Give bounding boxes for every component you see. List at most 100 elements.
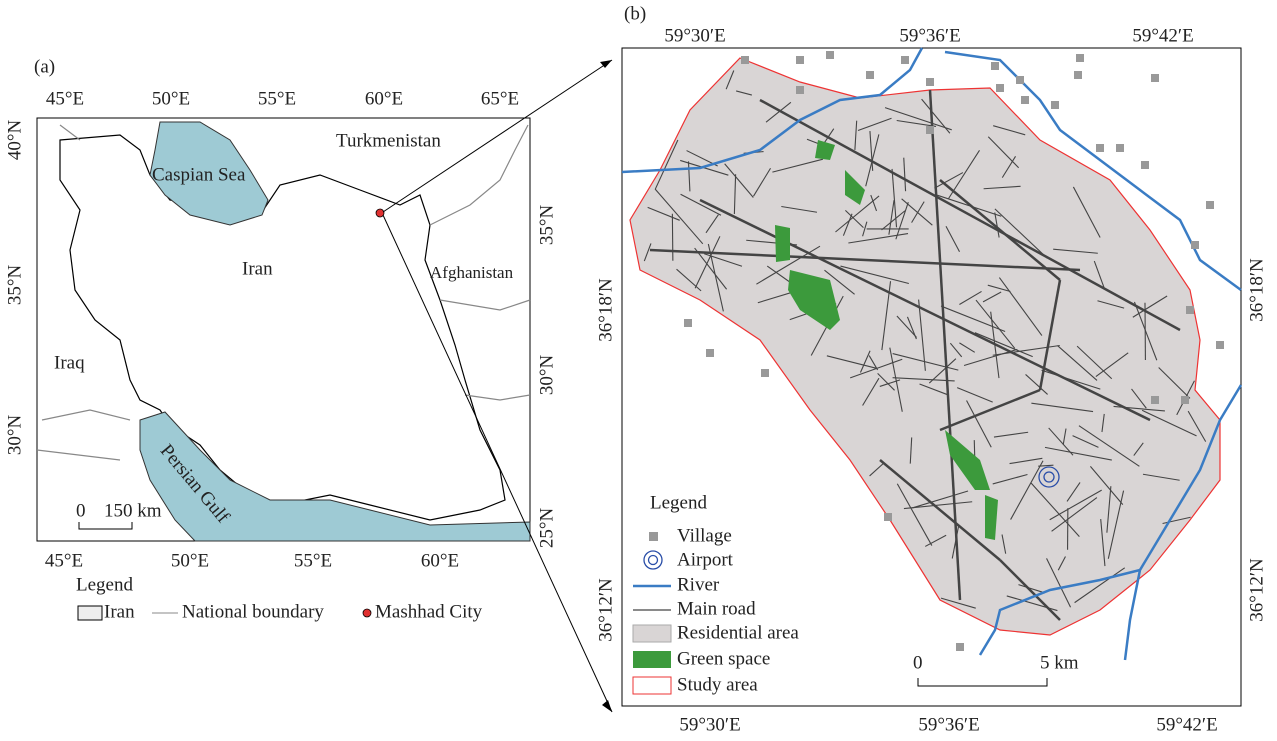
road xyxy=(889,347,903,412)
airport xyxy=(1043,471,1055,483)
road xyxy=(1141,409,1197,437)
road xyxy=(694,247,728,290)
tick-label: 30°N xyxy=(536,355,557,396)
road xyxy=(694,236,721,289)
road xyxy=(987,284,1011,293)
place-label: Iran xyxy=(242,258,273,279)
road xyxy=(870,194,878,212)
tick-label: 60°E xyxy=(365,88,403,109)
road xyxy=(994,212,1000,238)
village xyxy=(1191,241,1199,249)
map-feature xyxy=(945,430,990,490)
road xyxy=(993,431,1029,438)
road xyxy=(891,168,898,228)
map-feature xyxy=(815,140,835,160)
village xyxy=(1186,306,1194,314)
road xyxy=(1031,402,1094,413)
tick-label: 40°N xyxy=(4,120,25,161)
map-feature xyxy=(775,225,790,262)
road xyxy=(909,437,913,464)
road xyxy=(1018,584,1046,594)
legend-title: Legend xyxy=(650,492,707,513)
scale-bar xyxy=(78,522,133,530)
road xyxy=(939,388,1041,432)
road xyxy=(1001,534,1007,554)
tick-label: 59°36′E xyxy=(918,714,979,735)
road xyxy=(1057,345,1098,381)
tick-label: 59°36′E xyxy=(899,25,960,46)
road xyxy=(1142,473,1180,481)
tick-label: 45°E xyxy=(46,88,84,109)
road xyxy=(854,120,858,150)
road xyxy=(1158,367,1191,399)
tick-label: 55°E xyxy=(294,550,332,571)
airport xyxy=(1038,466,1060,488)
road xyxy=(724,163,754,198)
village xyxy=(826,51,834,59)
road xyxy=(956,387,993,403)
road xyxy=(919,383,948,396)
road xyxy=(1131,388,1147,409)
village xyxy=(1016,76,1024,84)
map-feature xyxy=(788,270,840,330)
green-space xyxy=(775,140,998,540)
caspian-sea xyxy=(149,121,269,226)
road xyxy=(1051,497,1098,532)
road xyxy=(998,277,1043,336)
place-label: Iraq xyxy=(54,352,85,373)
tick-label: 36°12′N xyxy=(595,578,616,642)
road xyxy=(687,161,691,192)
main-roads xyxy=(643,70,1207,621)
road xyxy=(983,185,1021,190)
village xyxy=(884,513,892,521)
village xyxy=(901,56,909,64)
road xyxy=(924,534,947,547)
village xyxy=(1116,144,1124,152)
road xyxy=(842,213,853,236)
village xyxy=(1141,161,1149,169)
road xyxy=(680,193,722,216)
road xyxy=(699,198,1151,422)
road xyxy=(753,167,772,197)
panel-label: (a) xyxy=(34,56,55,77)
scale-label: 0 xyxy=(76,500,86,521)
road xyxy=(844,209,864,228)
study-area xyxy=(629,57,1221,636)
village xyxy=(956,643,964,651)
road xyxy=(987,136,1020,169)
road xyxy=(1072,186,1101,238)
road xyxy=(959,290,982,305)
road xyxy=(1133,301,1158,361)
village xyxy=(1096,144,1104,152)
map-feature: 59°30′E 59°36′E 59°42′E 59°30′E 59°36′E … xyxy=(595,25,1267,735)
road xyxy=(1048,427,1074,456)
legend-label: Green space xyxy=(677,648,770,669)
road xyxy=(892,377,955,382)
tick-label: 35°N xyxy=(4,265,25,306)
road xyxy=(1133,442,1144,456)
village xyxy=(1216,341,1224,349)
tick-label: 36°18′N xyxy=(595,278,616,342)
map-feature xyxy=(985,495,998,540)
tick-label: 60°E xyxy=(421,550,459,571)
mashhad-city xyxy=(375,208,385,218)
road xyxy=(1049,489,1102,521)
legend-swatch xyxy=(362,608,372,618)
road xyxy=(884,107,952,131)
road xyxy=(1025,374,1048,395)
village xyxy=(1181,396,1189,404)
road xyxy=(759,98,1181,332)
road xyxy=(928,89,962,601)
place-label: Afghanistan xyxy=(430,263,514,282)
village xyxy=(1151,74,1159,82)
road xyxy=(1009,457,1043,465)
road xyxy=(848,233,909,244)
road xyxy=(1044,446,1112,461)
road xyxy=(879,459,1001,561)
road xyxy=(1097,300,1125,309)
village xyxy=(926,78,934,86)
tick-label: 55°E xyxy=(258,88,296,109)
legend-swatch xyxy=(633,651,671,668)
road xyxy=(654,139,679,190)
village xyxy=(1021,96,1029,104)
